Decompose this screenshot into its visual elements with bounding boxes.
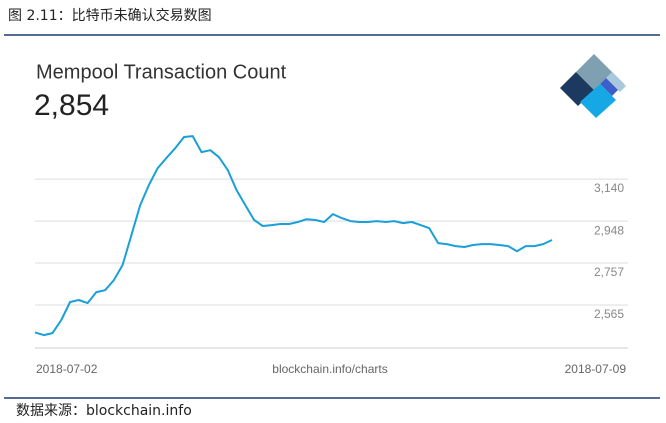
logo xyxy=(560,54,626,118)
y-tick-label: 2,757 xyxy=(594,265,624,279)
x-label: 2018-07-09 xyxy=(565,362,627,376)
source-label: blockchain.info/charts xyxy=(272,362,387,376)
y-tick-label: 3,140 xyxy=(594,181,624,195)
data-line xyxy=(34,135,553,337)
caption: 图 2.11：比特币未确认交易数图 xyxy=(8,7,212,24)
x-label: 2018-07-02 xyxy=(36,362,98,376)
current-value: 2,854 xyxy=(34,89,109,122)
source-note: 数据来源：blockchain.info xyxy=(16,403,192,419)
y-tick-label: 2,565 xyxy=(594,307,624,321)
chart-title: Mempool Transaction Count xyxy=(36,61,287,83)
y-tick-label: 2,948 xyxy=(594,223,624,237)
